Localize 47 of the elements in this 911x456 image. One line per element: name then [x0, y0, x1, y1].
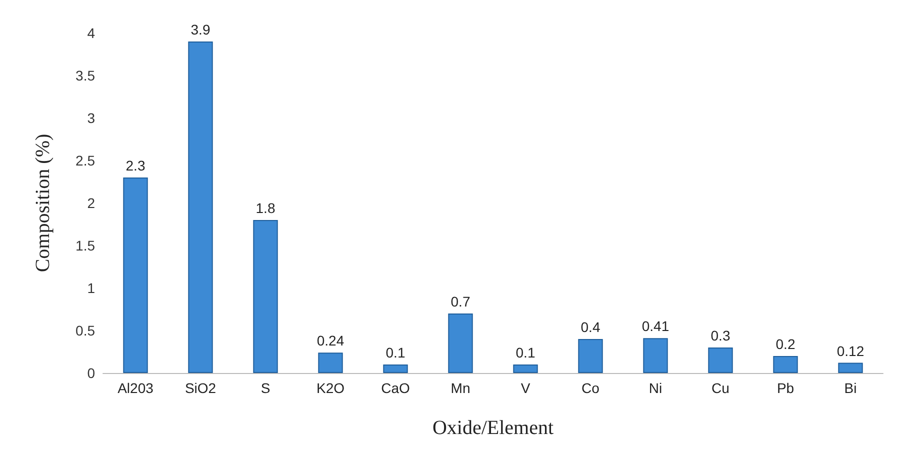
x-tick-label: S [260, 380, 270, 396]
y-tick-label: 1.5 [76, 238, 96, 254]
bar [643, 338, 668, 373]
y-tick-label: 2.5 [76, 152, 96, 168]
y-tick-label: 3 [87, 110, 96, 126]
data-label: 3.9 [190, 22, 210, 38]
data-label: 0.1 [386, 344, 406, 360]
data-label: 0.41 [642, 318, 670, 334]
x-axis-title: Oxide/Element [432, 417, 554, 439]
bar [253, 220, 278, 373]
bar [578, 339, 603, 373]
x-tick-label: Mn [450, 380, 470, 396]
data-label: 0.4 [580, 319, 600, 335]
x-tick-label: V [520, 380, 531, 396]
bar [513, 364, 538, 373]
x-tick-label: Ni [648, 380, 662, 396]
bar [773, 356, 798, 373]
x-tick-label: SiO2 [184, 380, 216, 396]
x-tick-label: Cu [712, 380, 730, 396]
bar [188, 42, 213, 373]
bar [318, 352, 343, 373]
y-tick-label: 4 [87, 25, 96, 41]
x-tick-label: Bi [844, 380, 857, 396]
data-label: 0.2 [776, 336, 796, 352]
x-tick-label: K2O [316, 380, 345, 396]
bar [838, 362, 863, 373]
y-axis-title: Composition (%) [32, 134, 54, 272]
data-label: 0.24 [316, 332, 344, 349]
x-tick-label: Co [582, 380, 600, 396]
y-tick-label: 0 [87, 365, 96, 381]
y-tick-label: 2 [87, 195, 96, 211]
data-label: 0.7 [450, 294, 470, 310]
bar [123, 178, 148, 373]
x-tick-label: CaO [381, 380, 410, 396]
y-tick-label: 1 [87, 280, 96, 296]
data-label: 1.8 [256, 200, 276, 216]
data-label: 0.12 [836, 342, 864, 359]
bar [448, 314, 473, 373]
x-tick-label: Pb [776, 380, 794, 396]
data-label: 0.3 [710, 328, 730, 344]
bar [383, 364, 408, 373]
data-label: 2.3 [126, 158, 146, 174]
x-tick-label: Al203 [118, 380, 154, 396]
y-tick-label: 0.5 [76, 322, 96, 338]
data-label: 0.1 [516, 344, 536, 360]
y-tick-label: 3.5 [76, 68, 96, 84]
bar [708, 348, 733, 373]
